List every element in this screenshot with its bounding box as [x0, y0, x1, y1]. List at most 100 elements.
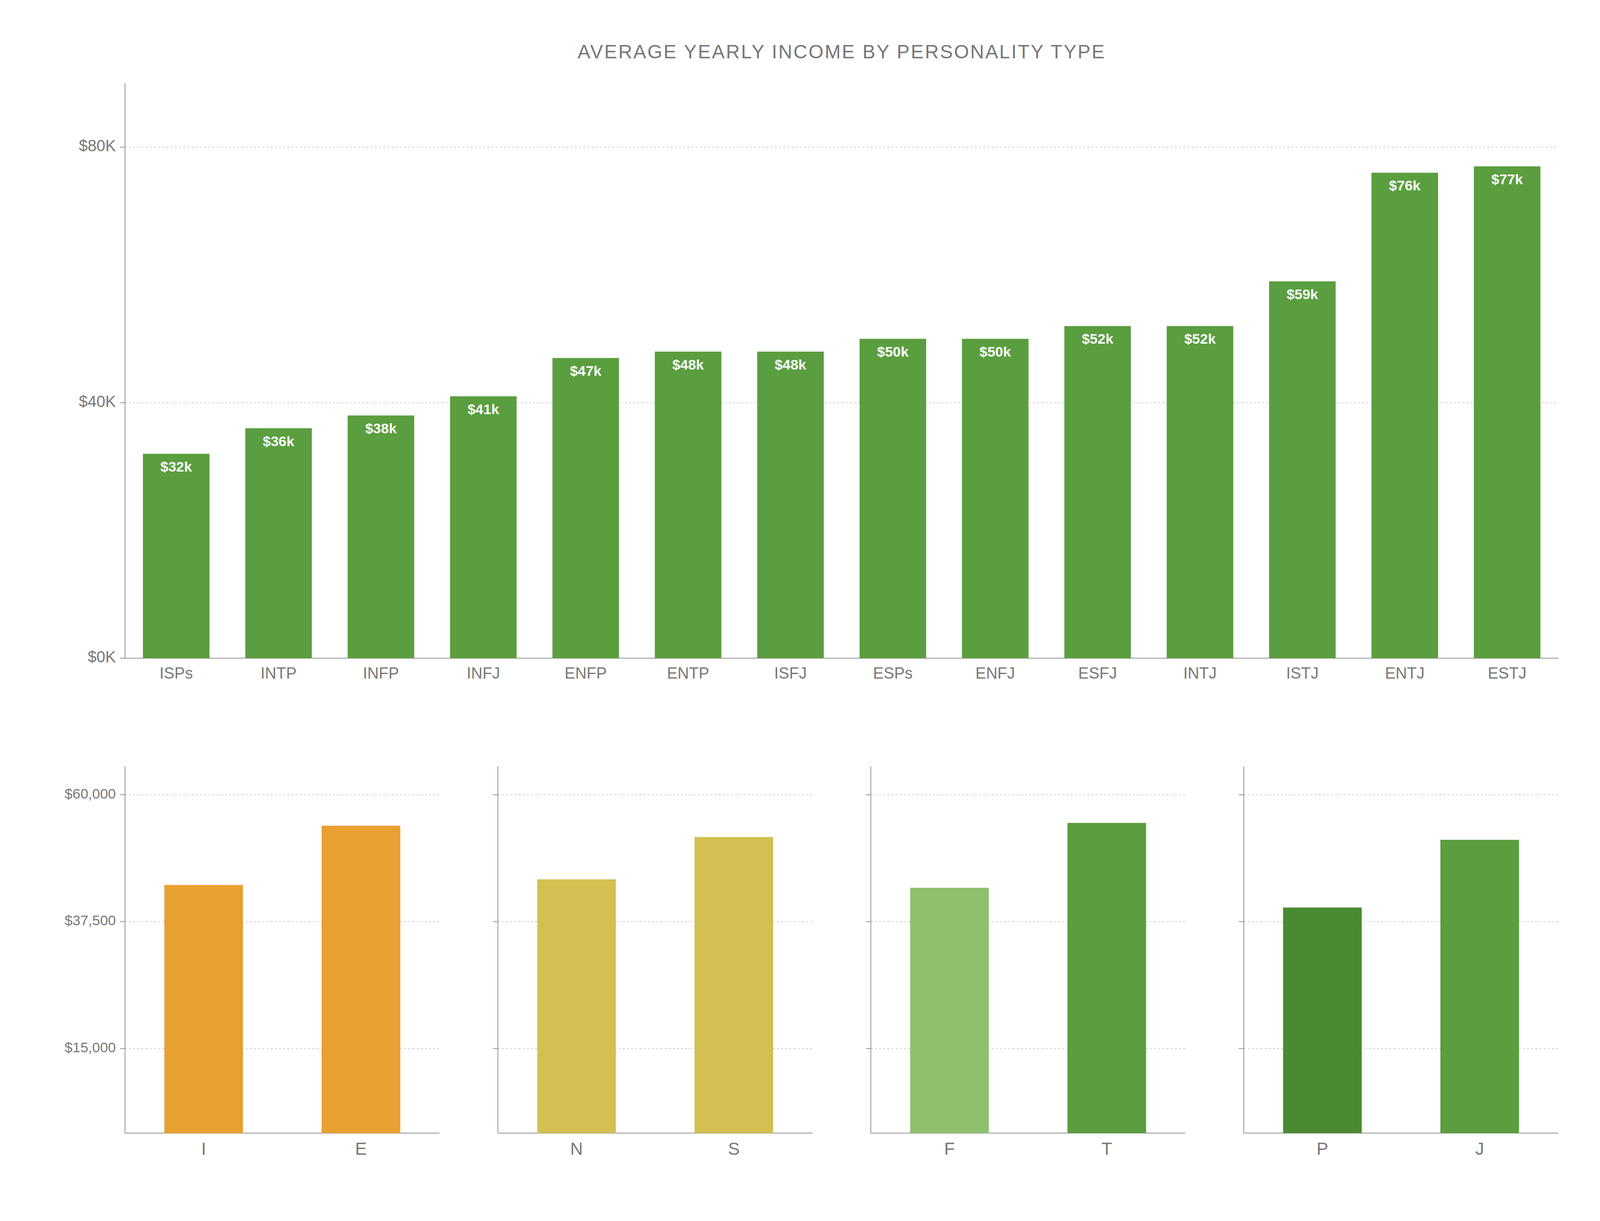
y-tick-label: $80K: [78, 137, 116, 155]
y-axis-line: [124, 83, 126, 659]
y-tick-label: $60,000: [64, 785, 116, 802]
bars: [164, 825, 400, 1134]
y-tick: [865, 794, 871, 796]
bar: [245, 428, 313, 659]
x-tick-label: S: [727, 1139, 740, 1159]
x-tick-label: T: [1101, 1139, 1113, 1159]
bar: [164, 885, 243, 1134]
bar-chart: NS: [492, 766, 813, 1159]
data-label: $76k: [1389, 177, 1421, 194]
bar-chart: $15,000 $37,500 $60,000 I E: [64, 766, 440, 1159]
x-tick-label: I: [201, 1139, 207, 1159]
data-label: $50k: [877, 343, 909, 360]
x-tick-label: N: [570, 1139, 583, 1159]
bars: [1282, 840, 1519, 1134]
y-tick: [492, 1048, 498, 1050]
bar: [552, 357, 620, 659]
data-label: $47k: [570, 362, 602, 379]
x-tick-label: INFP: [362, 664, 400, 683]
data-label: $36k: [262, 433, 295, 450]
bar: [910, 887, 989, 1134]
y-tick: [1238, 921, 1244, 923]
grid-line: [125, 657, 1559, 659]
chart-canvas: AVERAGE YEARLY INCOME BY PERSONALITY TYP…: [0, 0, 1600, 1221]
data-label: $50k: [979, 343, 1012, 360]
x-tick-label: ISTJ: [1286, 664, 1319, 683]
x-tick-label: INTJ: [1183, 664, 1217, 683]
bar-chart: PJ: [1238, 766, 1559, 1159]
x-tick-label: ENFJ: [975, 664, 1015, 683]
y-tick: [120, 921, 125, 923]
x-tick-label: ESPs: [872, 664, 913, 683]
y-axis-line: [497, 766, 499, 1134]
grid-line: [497, 794, 813, 796]
y-axis-line: [124, 766, 126, 1134]
bar: [537, 879, 616, 1134]
bar: [859, 338, 927, 659]
y-axis-line: [1243, 766, 1245, 1134]
y-tick: [120, 402, 125, 404]
x-tick-label: INFJ: [466, 664, 500, 683]
bar-chart: AVERAGE YEARLY INCOME BY PERSONALITY TYP…: [78, 40, 1559, 683]
x-tick-label: J: [1475, 1139, 1485, 1159]
bar: [1371, 172, 1439, 659]
bar: [694, 837, 774, 1134]
x-tick-label: ENFP: [564, 664, 607, 683]
data-label: $32k: [160, 458, 193, 475]
bar: [450, 396, 517, 659]
chart-title: AVERAGE YEARLY INCOME BY PERSONALITY TYP…: [577, 40, 1106, 63]
grid-line: [125, 402, 1559, 404]
bars: [537, 837, 773, 1134]
x-tick-label: ESTJ: [1487, 664, 1527, 683]
y-tick: [492, 794, 498, 796]
x-tick-label: INTP: [260, 664, 297, 683]
bar: [1269, 281, 1336, 659]
bars: [910, 822, 1146, 1134]
x-tick-label: ISFJ: [774, 664, 807, 683]
bar: [1473, 166, 1541, 659]
bar: [1166, 326, 1234, 659]
y-tick: [120, 1048, 125, 1050]
bar-chart: FT: [865, 766, 1186, 1159]
y-tick: [120, 146, 125, 148]
y-axis-line: [870, 766, 872, 1134]
y-tick-label: $15,000: [64, 1039, 116, 1056]
bar: [962, 338, 1029, 659]
y-tick: [120, 794, 125, 796]
bar: [1064, 326, 1131, 659]
y-tick: [865, 1048, 871, 1050]
data-label: $48k: [774, 356, 807, 373]
grid-line: [1243, 794, 1559, 796]
bar: [347, 415, 415, 659]
data-label: $52k: [1081, 330, 1114, 347]
data-label: $48k: [672, 356, 705, 373]
data-label: $77k: [1491, 171, 1523, 188]
y-tick-label: $37,500: [64, 912, 116, 929]
grid-line: [125, 794, 440, 796]
bar: [142, 453, 210, 659]
y-tick-label: $40K: [78, 392, 116, 411]
bar: [321, 825, 401, 1134]
bar: [655, 351, 722, 659]
x-tick-label: ESFJ: [1078, 664, 1118, 683]
background: [0, 0, 1600, 1221]
y-tick: [120, 657, 125, 659]
data-label: $41k: [467, 401, 500, 418]
y-tick-label: $0K: [87, 648, 116, 666]
x-tick-label: E: [355, 1139, 367, 1159]
data-label: $38k: [365, 420, 397, 437]
y-tick: [865, 921, 871, 923]
grid-line: [125, 146, 1559, 148]
y-tick: [1238, 794, 1244, 796]
x-tick-label: ENTJ: [1385, 664, 1425, 683]
x-axis-line: [125, 657, 1559, 659]
bars: [142, 166, 1541, 659]
x-tick-label: F: [944, 1139, 955, 1159]
x-tick-label: P: [1316, 1139, 1329, 1159]
bar: [757, 351, 824, 659]
y-tick: [492, 921, 498, 923]
y-tick: [1238, 1048, 1244, 1050]
data-label: $52k: [1184, 330, 1216, 347]
grid-line: [870, 794, 1186, 796]
x-tick-label: ENTP: [667, 664, 710, 683]
